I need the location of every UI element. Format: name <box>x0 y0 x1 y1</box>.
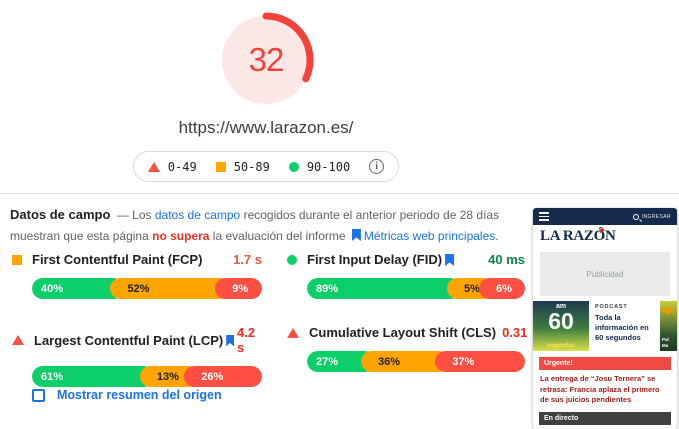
bar-segment-poor: 37% <box>435 351 525 372</box>
ad-label: Publicidad <box>586 269 624 279</box>
metric-header: First Input Delay (FID) 40 ms <box>287 252 525 267</box>
legend-average: 50-89 <box>215 159 270 174</box>
metric-header: First Contentful Paint (FCP) 1.7 s <box>12 252 262 267</box>
bar-segment-poor: 6% <box>479 278 525 299</box>
podcast-title: Toda la información en 60 segundos <box>595 313 649 342</box>
metric-label: Largest Contentful Paint (LCP) <box>34 332 224 348</box>
performance-score: 32 <box>248 41 285 78</box>
bar-segment-good: 89% <box>307 278 461 299</box>
field-data-description: Datos de campo — Los datos de campo reco… <box>10 204 502 247</box>
distribution-bar: 27% 36% 37% <box>307 351 525 372</box>
speaker-icon <box>662 305 675 316</box>
bar-segment-average: 36% <box>361 351 450 372</box>
metric-header: Largest Contentful Paint (LCP) 4.2 s <box>12 325 262 355</box>
field-metrics-grid: First Contentful Paint (FCP) 1.7 s 40% 5… <box>12 252 528 387</box>
no-supera-text: no supera <box>152 229 210 243</box>
origin-checkbox[interactable] <box>32 388 45 402</box>
bookmark-icon <box>226 334 234 347</box>
bar-segment-poor: 9% <box>215 278 262 299</box>
podcast-am: am <box>555 303 567 310</box>
podcast-kicker: PODCAST <box>595 304 628 310</box>
bar-segment-average: 52% <box>110 278 230 299</box>
good-circle-icon <box>288 161 299 172</box>
metric-value: 40 ms <box>488 252 525 267</box>
section-divider <box>0 193 679 194</box>
metric-fcp: First Contentful Paint (FCP) 1.7 s 40% 5… <box>12 252 262 299</box>
distribution-bar: 89% 5% 6% <box>307 278 525 299</box>
field-data-link[interactable]: datos de campo <box>154 208 241 222</box>
summary-section: 32 https://www.larazon.es/ 0-49 50-89 90… <box>0 0 532 182</box>
legend-average-label: 50-89 <box>233 159 270 174</box>
thumb-navbar: INGRESAR <box>533 208 677 225</box>
login-link: INGRESAR <box>641 213 671 220</box>
podcast-60: 60 <box>548 308 574 334</box>
page-screenshot-thumbnail: INGRESAR LA RAZÓN Publicidad am 60 segun… <box>533 208 677 429</box>
desc-text: — Los <box>114 208 155 222</box>
logo-text: LA RAZÓN <box>540 228 616 244</box>
show-origin-summary[interactable]: Mostrar resumen del origen <box>32 388 222 402</box>
core-web-vitals-link[interactable]: Métricas web principales <box>363 229 496 243</box>
audio-tile: Pal Ma <box>660 301 677 351</box>
rating-icon <box>287 254 297 265</box>
bar-segment-average: 13% <box>139 366 199 387</box>
legend-poor-label: 0-49 <box>167 159 197 174</box>
gauge-svg <box>218 12 314 108</box>
bar-segment-good: 27% <box>307 351 375 372</box>
search-icon <box>632 213 639 220</box>
bookmark-icon <box>351 229 361 241</box>
live-bar: En directo <box>539 411 671 425</box>
podcast-segundos: segundos <box>546 343 576 349</box>
legend-good-label: 90-100 <box>306 159 351 174</box>
average-square-icon <box>215 161 226 172</box>
urgent-bar: Urgente! <box>539 357 671 370</box>
desc-text: recogidos durante el anterior periodo de… <box>10 208 500 243</box>
rating-icon <box>12 335 24 345</box>
audio-tile-caption: Pal Ma <box>662 337 669 349</box>
metric-lcp: Largest Contentful Paint (LCP) 4.2 s 61%… <box>12 325 262 387</box>
poor-triangle-icon <box>147 161 160 172</box>
rating-icon <box>12 254 22 265</box>
metric-cls: Cumulative Layout Shift (CLS) 0.31 27% 3… <box>287 325 528 387</box>
metric-label: First Contentful Paint (FCP) <box>32 252 203 267</box>
larazon-logo: LA RAZÓN <box>533 225 677 248</box>
thumb-nav-right: INGRESAR <box>632 213 671 220</box>
metric-value: 4.2 s <box>237 325 256 355</box>
rating-icon <box>287 327 299 338</box>
desc-text: la evaluación del informe <box>209 229 349 243</box>
analyzed-url: https://www.larazon.es/ <box>178 118 354 137</box>
desc-text: . <box>495 229 499 243</box>
performance-score-gauge: 32 <box>218 12 314 108</box>
distribution-bar: 61% 13% 26% <box>32 366 262 387</box>
hamburger-menu-icon <box>539 212 549 221</box>
metric-fid: First Input Delay (FID) 40 ms 89% 5% 6% <box>287 252 525 299</box>
bar-segment-poor: 26% <box>184 366 262 387</box>
metric-header: Cumulative Layout Shift (CLS) 0.31 <box>287 325 528 340</box>
legend-good: 90-100 <box>288 159 351 174</box>
origin-checkbox-label: Mostrar resumen del origen <box>57 388 222 402</box>
metric-label: First Input Delay (FID) <box>307 252 443 267</box>
metric-value: 0.31 <box>502 325 528 340</box>
score-legend: 0-49 50-89 90-100 i <box>132 151 400 182</box>
info-icon[interactable]: i <box>369 159 385 174</box>
ad-placeholder: Publicidad <box>540 252 670 296</box>
bar-segment-good: 40% <box>32 278 125 299</box>
metric-label: Cumulative Layout Shift (CLS) <box>309 325 497 340</box>
urgent-headline: La entrega de “Josu Ternera” se retrasa:… <box>540 374 660 404</box>
podcast-block: am 60 segundos PODCAST Toda la informaci… <box>533 301 677 351</box>
distribution-bar: 40% 52% 9% <box>32 278 262 299</box>
legend-poor: 0-49 <box>147 159 197 174</box>
bookmark-icon <box>445 254 455 266</box>
podcast-60-tile: am 60 segundos <box>533 301 589 351</box>
bar-segment-good: 61% <box>32 366 154 387</box>
metric-value: 1.7 s <box>233 252 262 267</box>
score-arc <box>218 12 314 108</box>
podcast-text: PODCAST Toda la información en 60 segund… <box>589 301 660 351</box>
field-data-title: Datos de campo <box>10 207 111 222</box>
gauge-background-circle <box>222 16 310 104</box>
